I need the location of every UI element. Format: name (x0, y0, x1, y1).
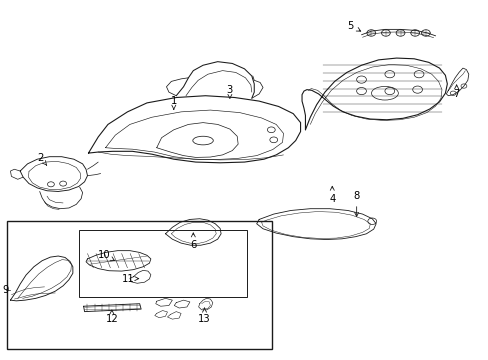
Text: 12: 12 (105, 310, 118, 324)
Text: 3: 3 (226, 85, 232, 98)
Text: 5: 5 (347, 21, 360, 31)
Text: 1: 1 (170, 96, 177, 109)
Text: 13: 13 (198, 308, 210, 324)
Text: 6: 6 (190, 233, 196, 250)
Text: 4: 4 (328, 186, 335, 204)
Text: 10: 10 (98, 249, 114, 261)
Bar (79, 230, 246, 297)
Text: 8: 8 (353, 191, 359, 216)
Text: 2: 2 (38, 153, 47, 165)
Text: 11: 11 (122, 274, 139, 284)
Text: 9: 9 (2, 285, 8, 296)
Text: 7: 7 (452, 85, 459, 99)
Bar (6, 221, 272, 348)
